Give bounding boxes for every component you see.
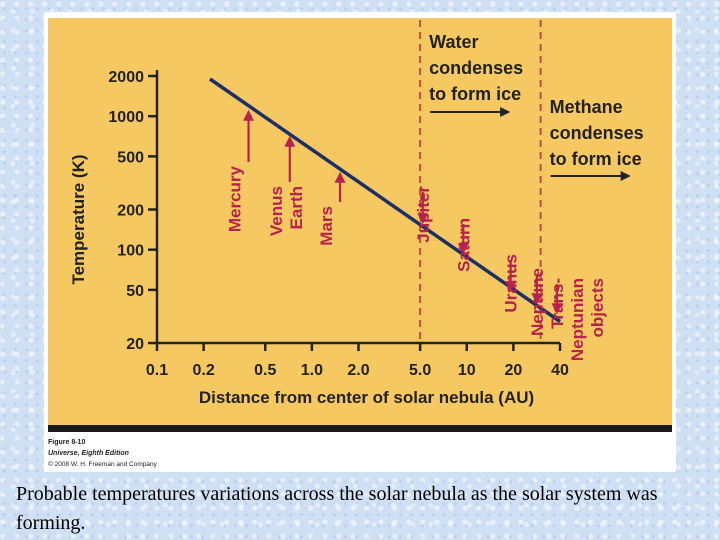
planet-label: Neptunian [568, 278, 587, 361]
x-tick-label: 40 [551, 362, 569, 379]
planet-label: Venus [267, 186, 286, 236]
chart-bottom-bar [48, 425, 672, 432]
y-tick-label: 500 [117, 149, 144, 166]
chart-panel [48, 18, 672, 432]
x-tick-label: 2.0 [347, 362, 369, 379]
y-axis-title: Temperature (K) [69, 154, 88, 284]
condensation-annotation-line: condenses [550, 123, 644, 143]
planet-label: Uranus [502, 254, 521, 313]
x-tick-label: 20 [504, 362, 522, 379]
y-tick-label: 50 [126, 283, 144, 300]
slide-caption: Probable temperatures variations across … [16, 483, 658, 534]
planet-label: Jupiter [414, 186, 433, 243]
condensation-annotation-line: to form ice [550, 149, 642, 169]
y-tick-label: 1000 [108, 109, 144, 126]
figure-book-title: Universe, Eighth Edition [48, 450, 129, 457]
condensation-annotation: Water condenses to form ice [429, 32, 523, 104]
planet-label: objects [588, 278, 607, 338]
planet-label: Mercury [226, 165, 245, 232]
planet-label: Saturn [454, 218, 473, 272]
condensation-annotation-line: to form ice [429, 84, 521, 104]
y-tick-label: 200 [117, 203, 144, 220]
y-tick-label: 20 [126, 336, 144, 353]
x-tick-label: 0.2 [192, 362, 214, 379]
planet-label: Neptune [528, 268, 547, 336]
x-tick-label: 5.0 [409, 362, 431, 379]
y-tick-label: 2000 [108, 69, 144, 86]
x-tick-label: 10 [458, 362, 476, 379]
condensation-annotation-line: condenses [429, 58, 523, 78]
planet-label: Earth [287, 186, 306, 229]
figure-copyright: © 2008 W. H. Freeman and Company [48, 461, 157, 468]
x-tick-label: 1.0 [301, 362, 323, 379]
figure-number: Figure 8-10 [48, 439, 86, 446]
x-tick-label: 0.1 [146, 362, 168, 379]
planet-label: Mars [317, 206, 336, 246]
condensation-annotation-line: Methane [550, 97, 623, 117]
x-axis-title: Distance from center of solar nebula (AU… [199, 388, 534, 407]
condensation-annotation-line: Water [429, 32, 478, 52]
figure-card: 2000 1000 500 200 100 50 20 0.1 0.2 0.5 1.0 2.0 5.0 1… [44, 12, 676, 472]
planet-label: Trans- [548, 278, 567, 329]
x-tick-label: 0.5 [254, 362, 276, 379]
temperature-line [209, 77, 561, 323]
y-tick-label: 100 [117, 243, 144, 260]
condensation-annotation: Methane condenses to form ice [550, 97, 644, 169]
